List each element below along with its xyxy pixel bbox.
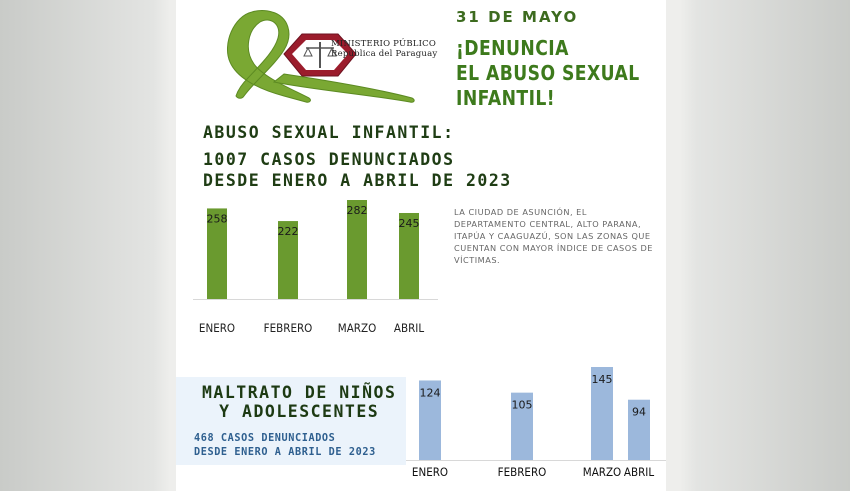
maltrato-subtitle-line-2: DESDE ENERO A ABRIL DE 2023: [194, 447, 376, 458]
headline-line-2: EL ABUSO SEXUAL: [456, 61, 640, 85]
abuse-category-label: ABRIL: [394, 321, 425, 335]
abuse-subtitle: 1007 CASOS DENUNCIADOS DESDE ENERO A ABR…: [203, 149, 512, 191]
maltrato-value-label: 124: [420, 386, 441, 399]
abuse-category-label: FEBRERO: [264, 321, 313, 335]
abuse-category-label: MARZO: [338, 321, 376, 335]
abuse-value-label: 258: [207, 212, 228, 225]
abuse-bar-abril: [399, 212, 419, 299]
maltrato-value-label: 145: [592, 373, 613, 386]
abuse-value-label: 245: [399, 217, 420, 230]
headline-line-3: INFANTIL!: [456, 86, 556, 110]
abuse-title: ABUSO SEXUAL INFANTIL:: [203, 123, 455, 142]
abuse-bar-marzo: [347, 200, 367, 299]
maltrato-title-line-1: MALTRATO DE NIÑOS: [202, 383, 397, 402]
headline-line-1: ¡DENUNCIA: [456, 36, 569, 60]
abuse-category-label: ENERO: [199, 321, 235, 335]
bar-charts: 258 ENERO 222 FEBRERO 282 MARZO 245 ABRIL 124 ENE…: [193, 200, 666, 479]
maltrato-subtitle: 468 CASOS DENUNCIADOS DESDE ENERO A ABRI…: [194, 432, 376, 460]
abuse-subtitle-line-2: DESDE ENERO A ABRIL DE 2023: [203, 171, 512, 190]
headline: ¡DENUNCIA EL ABUSO SEXUAL INFANTIL!: [456, 36, 640, 111]
abuse-chart: 258 ENERO 222 FEBRERO 282 MARZO 245 ABRIL: [193, 200, 438, 335]
maltrato-bar-abril: [628, 399, 650, 460]
maltrato-value-label: 105: [512, 399, 533, 412]
date-label: 31 DE MAYO: [456, 8, 579, 26]
ministry-line-1: MINISTERIO PÚBLICO: [331, 39, 437, 49]
abuse-value-label: 282: [347, 204, 368, 217]
abuse-subtitle-line-1: 1007 CASOS DENUNCIADOS: [203, 150, 455, 169]
maltrato-panel: [176, 377, 406, 465]
maltrato-bar-febrero: [511, 392, 533, 460]
abuse-bar-enero: [207, 208, 227, 299]
abuse-bar-febrero: [278, 221, 298, 299]
maltrato-bar-marzo: [591, 367, 613, 460]
seal-icon: [283, 33, 357, 77]
maltrato-category-label: FEBRERO: [498, 465, 547, 479]
maltrato-title: MALTRATO DE NIÑOS Y ADOLESCENTES: [202, 383, 396, 421]
maltrato-category-label: MARZO: [583, 465, 621, 479]
abuse-section-title: ABUSO SEXUAL INFANTIL: 1007 CASOS DENUNC…: [203, 122, 512, 191]
maltrato-value-label: 94: [632, 406, 646, 419]
ministry-name: MINISTERIO PÚBLICO República del Paragua…: [331, 39, 437, 59]
maltrato-chart: 124 ENERO 105 FEBRERO 145 MARZO 94 ABRIL: [406, 367, 666, 479]
maltrato-title-line-2: Y ADOLESCENTES: [219, 402, 380, 421]
abuse-value-label: 222: [278, 225, 299, 238]
ministry-line-2: República del Paraguay: [331, 49, 438, 59]
infographic-card: MINISTERIO PÚBLICO República del Paragua…: [176, 0, 666, 491]
awareness-ribbon-icon: [226, 10, 311, 103]
maltrato-bar-enero: [419, 380, 441, 460]
ministry-logo: [226, 10, 415, 103]
maltrato-category-label: ABRIL: [624, 465, 655, 479]
maltrato-subtitle-line-1: 468 CASOS DENUNCIADOS: [194, 433, 336, 444]
regions-note: LA CIUDAD DE ASUNCIÓN, EL DEPARTAMENTO C…: [454, 207, 653, 265]
maltrato-category-label: ENERO: [412, 465, 448, 479]
